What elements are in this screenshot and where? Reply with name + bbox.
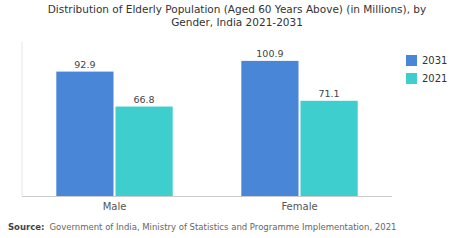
bar	[241, 61, 298, 196]
y-axis-line	[22, 42, 23, 196]
legend-label: 2021	[422, 73, 447, 84]
source-text: Government of India, Ministry of Statist…	[49, 222, 396, 232]
data-label: 66.8	[134, 94, 155, 105]
x-axis-line	[22, 196, 392, 197]
data-label: 100.9	[256, 48, 283, 59]
legend-swatch	[406, 73, 417, 84]
data-label: 92.9	[74, 59, 95, 70]
chart-title-line: Distribution of Elderly Population (Aged…	[48, 3, 426, 15]
data-labels: 92.9 100.9 66.8 71.1	[74, 48, 339, 105]
source-note: Source: Government of India, Ministry of …	[8, 222, 396, 232]
chart-title-line: Gender, India 2021-2031	[171, 16, 303, 28]
legend-swatch	[406, 55, 417, 66]
chart-title: Distribution of Elderly Population (Aged…	[48, 3, 426, 28]
bar	[56, 72, 113, 196]
source-label: Source:	[8, 222, 44, 232]
x-tick-label: Female	[281, 201, 317, 212]
bars	[56, 61, 357, 196]
chart-container: Distribution of Elderly Population (Aged…	[0, 0, 474, 238]
bar	[116, 107, 173, 196]
legend: 2031 2021	[406, 55, 447, 84]
chart-svg: Distribution of Elderly Population (Aged…	[0, 0, 474, 238]
data-label: 71.1	[319, 88, 340, 99]
x-tick-label: Male	[103, 201, 127, 212]
legend-label: 2031	[422, 55, 447, 66]
bar	[301, 101, 358, 196]
